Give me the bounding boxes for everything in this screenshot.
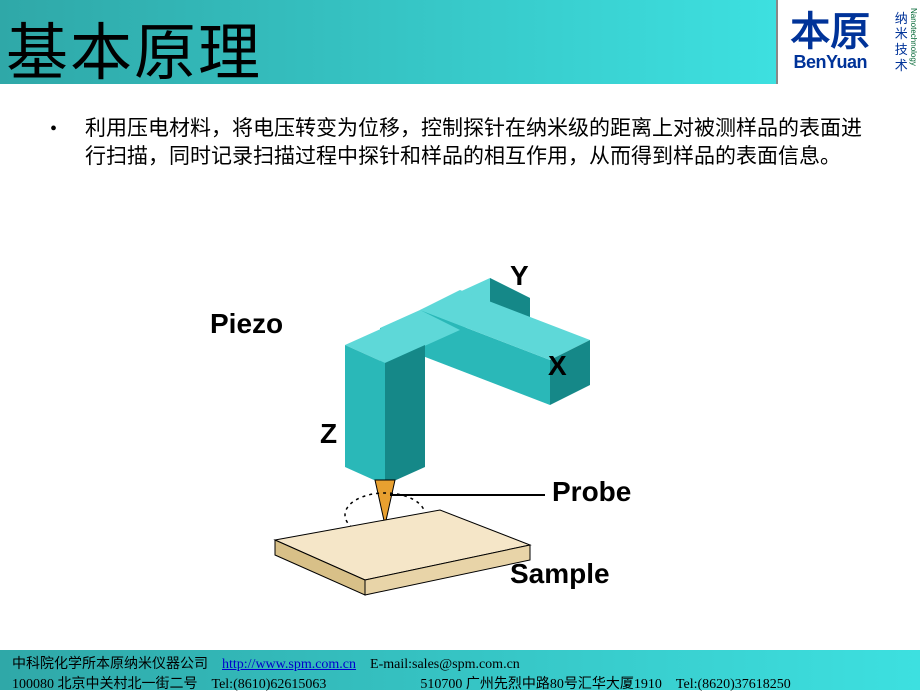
logo-main: 本原 BenYuan [778, 0, 883, 84]
footer-addr2: 510700 广州先烈中路80号汇华大厦1910 [420, 673, 662, 693]
logo-en-text: BenYuan [794, 52, 868, 73]
logo-nano-text: Nanotechnology [909, 8, 918, 66]
logo-side-4: 术 [895, 58, 908, 74]
piezo-diagram [190, 250, 690, 610]
footer-row-1: 中科院化学所本原纳米仪器公司 http://www.spm.com.cn E-m… [12, 653, 908, 673]
footer-tel1: Tel:(8610)62615063 [212, 677, 327, 693]
label-z: Z [320, 418, 337, 450]
body-text: 利用压电材料，将电压转变为位移，控制探针在纳米级的距离上对被测样品的表面进行扫描… [85, 114, 870, 171]
footer-addr1: 100080 北京中关村北一街二号 [12, 673, 198, 693]
footer-company: 中科院化学所本原纳米仪器公司 [12, 653, 208, 673]
z-arm-right [385, 345, 425, 485]
label-y: Y [510, 260, 529, 292]
bullet-row: • 利用压电材料，将电压转变为位移，控制探针在纳米级的距离上对被测样品的表面进行… [50, 114, 870, 171]
logo-cn-text: 本原 [790, 12, 870, 52]
z-arm-left [345, 345, 385, 485]
logo-side-1: 纳 [895, 11, 908, 27]
content-area: • 利用压电材料，将电压转变为位移，控制探针在纳米级的距离上对被测样品的表面进行… [0, 84, 920, 171]
diagram-area: Piezo Y X Z Probe Sample [190, 250, 690, 610]
header-banner: 基本原理 [0, 0, 776, 84]
logo-side-3: 技 [895, 42, 908, 58]
label-sample: Sample [510, 558, 610, 590]
footer-url[interactable]: http://www.spm.com.cn [222, 657, 356, 673]
label-probe: Probe [552, 476, 631, 508]
footer-row-2: 100080 北京中关村北一街二号 Tel:(8610)62615063 510… [12, 673, 908, 693]
label-piezo: Piezo [210, 308, 283, 340]
footer-banner: 中科院化学所本原纳米仪器公司 http://www.spm.com.cn E-m… [0, 650, 920, 690]
label-x: X [548, 350, 567, 382]
bullet-icon: • [50, 118, 57, 141]
footer-tel2: Tel:(8620)37618250 [676, 677, 791, 693]
footer-email: E-mail:sales@spm.com.cn [370, 657, 520, 673]
logo-area: 本原 BenYuan 纳 米 技 术 Nanotechnology [776, 0, 920, 84]
page-title: 基本原理 [0, 0, 776, 92]
logo-side-2: 米 [895, 26, 908, 42]
